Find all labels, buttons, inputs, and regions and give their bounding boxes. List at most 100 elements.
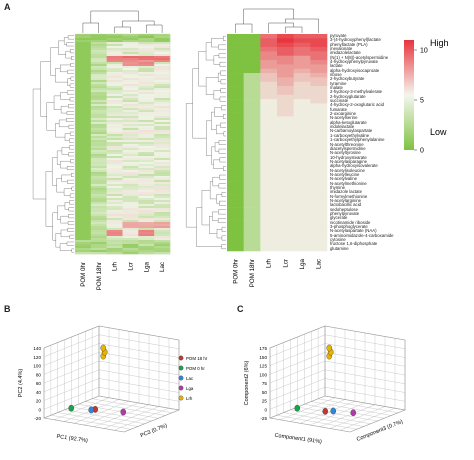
y-tick-label: 50 — [262, 390, 268, 395]
metabolite-label: imidazole lactate — [330, 189, 363, 195]
heatmap-cell — [154, 132, 171, 135]
heatmap-cell — [154, 182, 171, 185]
heatmap-cell — [90, 138, 107, 141]
heatmap-cell — [154, 146, 171, 149]
heatmap-cell — [277, 242, 294, 247]
x-axis-label: Component1 (91%) — [274, 433, 322, 446]
heatmap-cell — [293, 246, 311, 252]
heatmap-cell — [154, 204, 171, 207]
heatmap-cell — [138, 148, 155, 151]
heatmap-cell — [227, 168, 244, 174]
heatmap-cell — [122, 182, 139, 185]
dendrogram-branch — [198, 51, 207, 87]
heatmap-cell — [138, 142, 155, 145]
heatmap-cell — [293, 116, 311, 122]
legend-label: POM 18 hr — [186, 356, 208, 361]
heatmap-cell — [90, 206, 107, 209]
dendrogram-branch — [201, 190, 211, 226]
y-axis-label: PC2 (4.4%) — [18, 369, 24, 398]
dendrogram-branch — [65, 51, 72, 59]
heatmap-cell — [106, 124, 123, 127]
dendrogram-branch — [50, 47, 59, 76]
heatmap-cell — [106, 98, 123, 101]
heatmap-cell — [138, 96, 155, 99]
heatmap-cell — [138, 46, 155, 49]
dendrogram-branch — [32, 88, 46, 200]
heatmap-cell — [90, 100, 107, 103]
heatmap-cell — [154, 118, 171, 121]
heatmap-cell — [154, 144, 171, 147]
heatmap-cell — [138, 228, 155, 231]
heatmap-cell — [75, 218, 92, 221]
heatmap-cell — [90, 92, 107, 95]
heatmap-cell — [293, 42, 311, 48]
heatmap-cell — [260, 38, 278, 43]
heatmap-cell — [310, 99, 328, 104]
heatmap-cell — [138, 212, 155, 215]
dendrogram-branch — [67, 35, 74, 40]
heatmap-cell — [154, 240, 171, 243]
heatmap-cell — [122, 50, 139, 53]
heatmap-cell — [260, 177, 278, 182]
heatmap-cell — [75, 64, 92, 67]
heatmap-cell — [138, 250, 155, 253]
heatmap-cell — [310, 73, 328, 78]
metabolite-label: glutamine — [330, 245, 349, 251]
heatmap-cell — [75, 120, 92, 123]
dendrogram-branch — [221, 244, 226, 250]
heatmap-cell — [106, 138, 123, 141]
heatmap-cell — [138, 84, 155, 87]
heatmap-cell — [122, 80, 139, 83]
heatmap-cell — [122, 242, 139, 245]
dendrogram-branch — [56, 150, 62, 165]
heatmap-cell — [154, 56, 171, 59]
heatmap-cell — [75, 202, 92, 205]
dendrogram-branch — [285, 18, 319, 33]
heatmap-cell — [106, 58, 123, 61]
heatmap-cell — [90, 172, 107, 175]
heatmap-cell — [310, 133, 328, 139]
heatmap-legend: High Low 10 5 0 — [404, 38, 449, 155]
dendrogram-branch — [70, 49, 74, 54]
dendrogram-branch — [196, 207, 222, 247]
data-point — [330, 407, 337, 415]
heatmap-cell — [122, 104, 139, 107]
heatmap-cell — [227, 237, 244, 243]
heatmap-cell — [138, 130, 155, 133]
heatmap-cell — [154, 50, 171, 53]
heatmap-cell — [122, 224, 139, 227]
heatmap-cell — [90, 200, 107, 203]
heatmap-cell — [90, 116, 107, 119]
column-label: Lcr — [282, 259, 289, 268]
heatmap-cell — [138, 164, 155, 167]
dendrogram-branch — [68, 214, 74, 219]
heatmap-cell — [90, 80, 107, 83]
heatmap-cell — [90, 230, 107, 233]
wall-grid — [269, 360, 326, 384]
heatmap-cell — [154, 184, 171, 187]
dendrogram-branch — [192, 68, 207, 139]
heatmap-cell — [293, 155, 311, 161]
dendrogram-branch — [285, 26, 303, 33]
heatmap-cell — [106, 42, 123, 45]
heatmap-cell — [138, 106, 155, 109]
dendrogram-branch — [220, 79, 226, 85]
heatmap-cell — [106, 202, 123, 205]
heatmap-cell — [106, 76, 123, 79]
dendrogram-branch — [68, 207, 74, 212]
heatmap-cell — [106, 160, 123, 163]
legend-marker — [178, 365, 184, 371]
heatmap-cell — [138, 150, 155, 153]
heatmap-cell — [90, 192, 107, 195]
heatmap-cell — [154, 232, 171, 235]
heatmap-cell — [122, 174, 139, 177]
heatmap-cell — [243, 51, 261, 56]
heatmap-cell — [122, 154, 139, 157]
heatmap-cell — [138, 48, 155, 51]
dendrogram-branch — [211, 111, 217, 130]
heatmap-cell — [260, 73, 278, 78]
heatmap-cell — [154, 114, 171, 117]
heatmap-cell — [122, 120, 139, 123]
dendrogram-branch — [55, 123, 66, 138]
heatmap-cell — [122, 114, 139, 117]
